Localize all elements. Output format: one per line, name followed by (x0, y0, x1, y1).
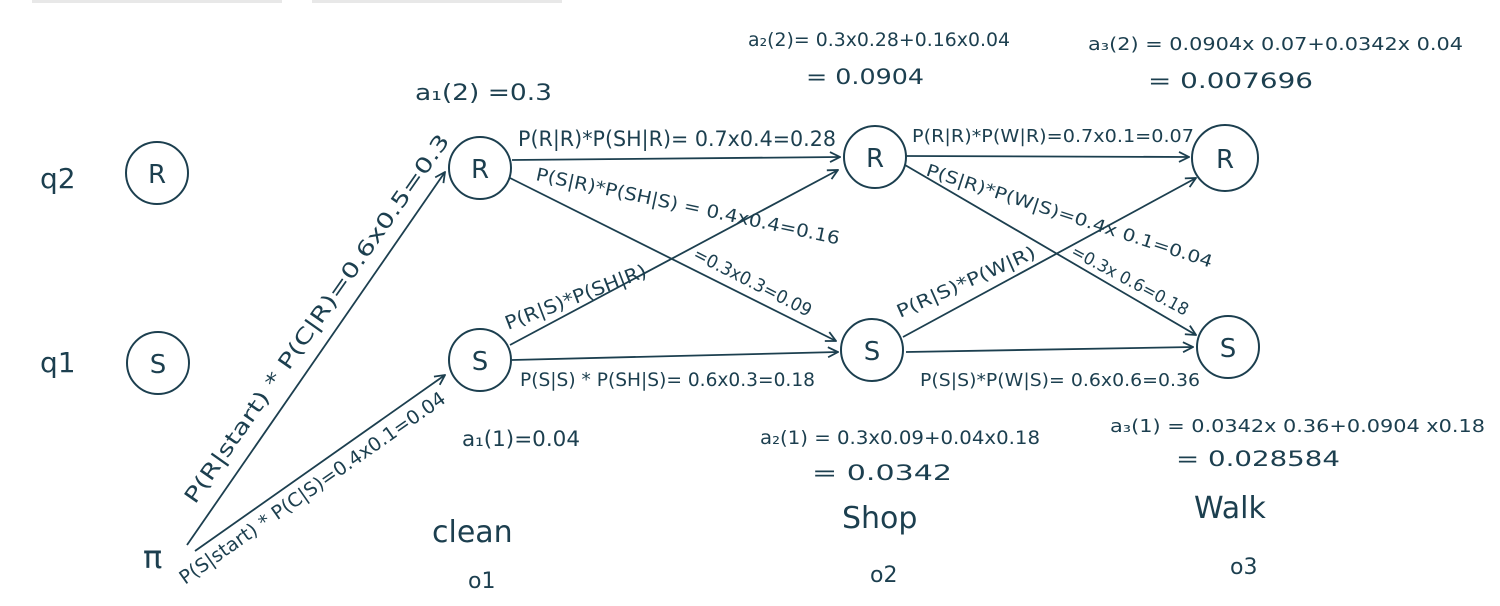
alpha-2-1-expression: a₂(1) = 0.3x0.09+0.04x0.18 (760, 427, 1040, 449)
node-r-t1 (448, 136, 512, 200)
node-s-t1 (448, 328, 512, 392)
node-r-t2 (843, 125, 907, 189)
edge-label-r1-r2: P(R|R)*P(SH|R)= 0.7x0.4=0.28 (518, 127, 836, 152)
edge-label-s2-s3: P(S|S)*P(W|S)= 0.6x0.6=0.36 (920, 370, 1200, 391)
observation-1-word: clean (432, 515, 513, 550)
edge-s1-r2 (509, 170, 838, 346)
edge-label-s2-r3: P(R|S)*P(W|R) (893, 242, 1039, 322)
edge-label-pi-s: P(S|start) * P(C|S)=0.4x0.1=0.04 (175, 388, 450, 590)
legend-node-s-label: S (150, 350, 167, 380)
top-strip-left (32, 0, 282, 3)
alpha-1-1: a₁(1)=0.04 (462, 427, 580, 451)
state-label-q1: q1 (40, 346, 76, 379)
edge-r2-r3 (905, 156, 1189, 157)
top-strip-right (312, 0, 562, 3)
observation-2-index: o2 (870, 563, 897, 588)
alpha-2-1-value: = 0.0342 (812, 461, 952, 485)
edge-label-pi-r: P(R|start) * P(C|R)=0.6x0.5=0.3 (179, 130, 455, 509)
alpha-3-2-value: = 0.007696 (1148, 69, 1313, 93)
state-label-q2: q2 (40, 162, 76, 195)
edge-pi-s (194, 375, 445, 552)
edge-label-s1-r2: P(R|S)*P(SH|R) (502, 260, 650, 334)
legend-node-r (125, 141, 189, 205)
start-pi-symbol: π (143, 538, 162, 576)
edge-s1-s2 (511, 352, 838, 361)
node-r-t1-label: R (471, 155, 489, 185)
edge-label-s1-s2: P(S|S) * P(SH|S)= 0.6x0.3=0.18 (520, 369, 815, 391)
alpha-2-2-value: = 0.0904 (806, 65, 924, 89)
alpha-3-1-expression: a₃(1) = 0.0342x 0.36+0.0904 x0.18 (1110, 416, 1485, 437)
node-s-t3 (1196, 315, 1260, 379)
observation-1-index: o1 (468, 569, 495, 594)
edge-s2-s3 (905, 347, 1193, 352)
alpha-3-1-value: = 0.028584 (1176, 447, 1340, 471)
edge-label-r1-s2: P(S|R)*P(SH|S) = 0.4x0.4=0.16 (534, 164, 842, 249)
edge-r1-r2 (511, 157, 840, 160)
legend-node-r-label: R (148, 160, 166, 190)
alpha-1-2: a₁(2) =0.3 (415, 81, 552, 106)
node-s-t2 (840, 318, 904, 382)
legend-node-s (126, 331, 190, 395)
node-r-t3-label: R (1216, 145, 1234, 175)
node-s-t3-label: S (1220, 334, 1237, 364)
edge-label-r1-s2-cont: =0.3x0.3=0.09 (690, 244, 815, 322)
edge-s2-r3 (902, 178, 1196, 338)
node-s-t1-label: S (472, 347, 489, 377)
edge-r2-s3 (904, 164, 1196, 335)
node-r-t2-label: R (866, 144, 884, 174)
node-r-t3 (1191, 124, 1259, 192)
alpha-2-2-expression: a₂(2)= 0.3x0.28+0.16x0.04 (748, 29, 1010, 51)
node-s-t2-label: S (864, 337, 881, 367)
edge-label-r2-r3: P(R|R)*P(W|R)=0.7x0.1=0.07 (912, 126, 1194, 147)
edge-pi-r (186, 172, 445, 546)
alpha-3-2-expression: a₃(2) = 0.0904x 0.07+0.0342x 0.04 (1088, 34, 1463, 55)
observation-3-index: o3 (1230, 555, 1257, 580)
edge-r1-s2 (509, 177, 836, 341)
observation-3-word: Walk (1194, 491, 1266, 526)
observation-2-word: Shop (842, 501, 917, 536)
